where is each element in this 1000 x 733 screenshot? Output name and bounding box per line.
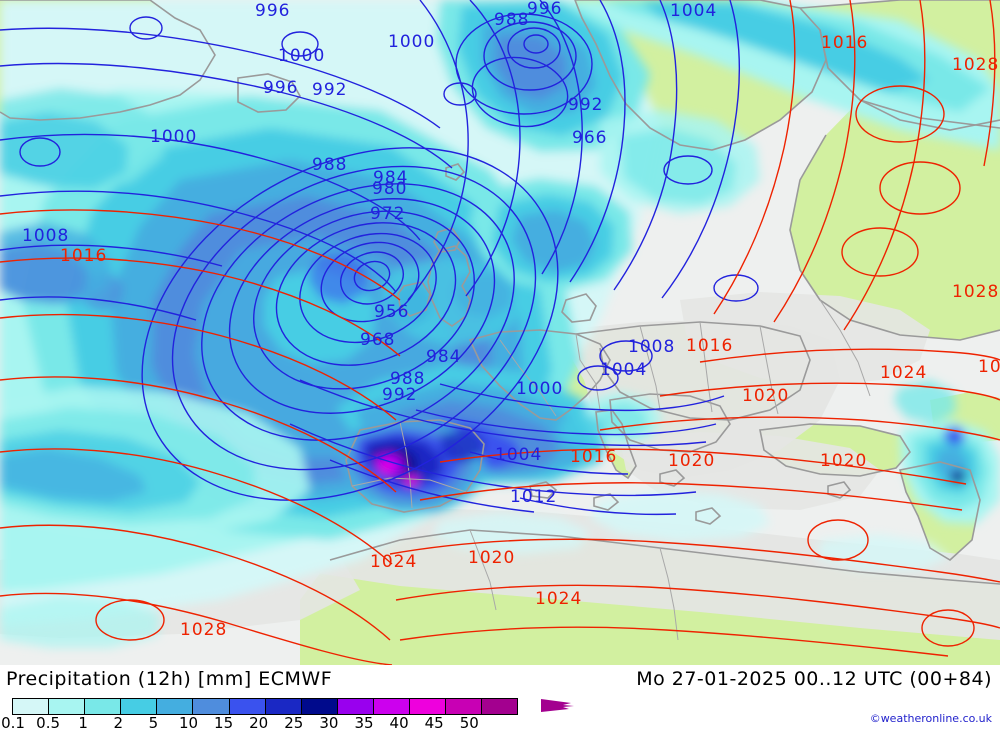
isobar-label-1008: 1008 (628, 337, 675, 357)
legend-swatch-40 (409, 699, 446, 714)
isobar-label-956: 956 (374, 302, 409, 322)
legend-tick-0.5: 0.5 (36, 714, 61, 732)
isobar-label-layer: 996 996 1004 988 1000 1000 996 992 992 1016 1028 10… (22, 0, 1000, 640)
isobar-label-1028: 1028 (952, 55, 999, 75)
isobar-label-988: 988 (312, 155, 347, 175)
isobar-label-996: 996 (263, 78, 298, 98)
isobar-label-1004: 1004 (495, 445, 542, 465)
isobar-label-1020: 1020 (820, 451, 867, 471)
isobar-label-1020: 1020 (978, 357, 1000, 377)
isobar-label-984: 984 (373, 168, 408, 188)
precipitation-legend[interactable]: 0.1 0.5 1 2 5 10 15 20 25 30 35 40 45 50 (1, 698, 574, 732)
legend-swatch-30 (336, 699, 373, 714)
isobar-label-992: 992 (312, 80, 347, 100)
isobar-low-layer (0, 0, 759, 516)
page-title: Precipitation (12h) [mm] ECMWF (6, 668, 333, 690)
legend-tick-labels: 0.1 0.5 1 2 5 10 15 20 25 30 35 40 45 50 (1, 714, 566, 732)
legend-tick-1: 1 (78, 714, 88, 732)
legend-tick-50: 50 (459, 714, 479, 732)
isobar-label-1000: 1000 (516, 379, 563, 399)
legend-swatch-25 (300, 699, 337, 714)
isobar-label-1008: 1008 (22, 226, 69, 246)
isobar-label-996: 996 (527, 0, 562, 19)
legend-swatch-15 (228, 699, 265, 714)
isobar-high-layer (0, 0, 1000, 665)
legend-swatch-45 (445, 699, 482, 714)
legend-tick-25: 25 (284, 714, 304, 732)
legend-tick-40: 40 (389, 714, 409, 732)
isobar-label-1024: 1024 (370, 552, 417, 572)
isobar-label-1004: 1004 (670, 1, 717, 21)
legend-swatch-35 (372, 699, 410, 714)
legend-tick-10: 10 (178, 714, 199, 732)
legend-swatch-20 (264, 699, 301, 714)
legend-tick-20: 20 (249, 714, 269, 732)
isobar-label-1012: 1012 (510, 487, 557, 507)
legend-overflow-arrow (541, 699, 574, 712)
isobar-label-1016: 1016 (60, 246, 107, 266)
legend-swatch-0.1 (13, 699, 49, 714)
legend-tick-45: 45 (424, 714, 444, 732)
isobar-label-1024: 1024 (880, 363, 927, 383)
isobar-label-1000: 1000 (388, 32, 435, 52)
isobar-label-1000: 1000 (278, 46, 325, 66)
footer-bar: Precipitation (12h) [mm] ECMWF Mo 27-01-… (0, 665, 1000, 733)
legend-swatch-1 (84, 699, 121, 714)
legend-tick-35: 35 (354, 714, 374, 732)
isobar-label-972: 972 (370, 204, 405, 224)
copyright-credit: ©weatheronline.co.uk (869, 712, 992, 725)
isobar-label-1016: 1016 (821, 33, 868, 53)
isobar-label-1020: 1020 (742, 386, 789, 406)
coastline-layer (0, 0, 1000, 585)
isobar-label-1028: 1028 (952, 282, 999, 302)
map-graphic: 996 996 1004 988 1000 1000 996 992 992 1016 1028 10… (0, 0, 1000, 665)
legend-swatch-50 (481, 699, 518, 714)
isobar-label-1000: 1000 (150, 127, 197, 147)
legend-color-bar (12, 698, 519, 715)
legend-tick-15: 15 (214, 714, 234, 732)
isobar-label-992: 992 (382, 385, 417, 405)
isobar-label-984: 984 (426, 347, 461, 367)
legend-swatch-0.5 (48, 699, 85, 714)
legend-tick-2: 2 (113, 714, 124, 732)
map-canvas[interactable]: 996 996 1004 988 1000 1000 996 992 992 1016 1028 10… (0, 0, 1000, 665)
legend-swatch-10 (192, 699, 229, 714)
isobar-label-980: 980 (372, 179, 407, 199)
isobar-label-1016: 1016 (570, 447, 617, 467)
isobar-label-966: 966 (572, 128, 607, 148)
isobar-label-1004: 1004 (600, 360, 647, 380)
isobar-label-1020: 1020 (668, 451, 715, 471)
isobar-label-992: 992 (568, 95, 603, 115)
isobar-label-988: 988 (390, 369, 425, 389)
legend-swatch-2 (120, 699, 157, 714)
isobar-label-1024: 1024 (535, 589, 582, 609)
legend-tick-5: 5 (148, 714, 159, 732)
legend-tick-30: 30 (319, 714, 339, 732)
isobar-label-1016: 1016 (686, 336, 733, 356)
isobar-label-1028: 1028 (180, 620, 227, 640)
legend-swatch-5 (156, 699, 193, 714)
isobar-label-996: 996 (255, 1, 290, 21)
isobar-label-968: 968 (360, 330, 395, 350)
model-run-timestamp: Mo 27-01-2025 00..12 UTC (00+84) (636, 668, 992, 690)
isobar-label-988: 988 (494, 10, 529, 30)
legend-tick-0.1: 0.1 (1, 714, 25, 732)
isobar-label-1020: 1020 (468, 548, 515, 568)
